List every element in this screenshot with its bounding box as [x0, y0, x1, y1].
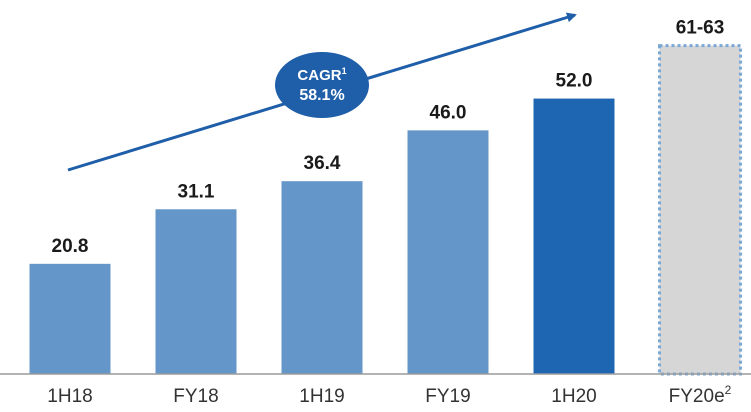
bar-fy20e — [658, 44, 742, 376]
category-label-fy19: FY19 — [425, 386, 470, 407]
value-label-fy19: 46.0 — [430, 102, 467, 123]
category-label-1h18: 1H18 — [47, 386, 92, 407]
value-label-1h19: 36.4 — [304, 153, 341, 174]
category-labels-group: 1H18 FY18 1H19 FY19 1H20 FY20e2 — [47, 383, 731, 407]
bar-1h19 — [281, 181, 363, 374]
value-labels-group: 20.8 31.1 36.4 46.0 52.0 61-63 — [52, 18, 725, 257]
cagr-value: 58.1% — [299, 87, 344, 104]
category-label-fy18: FY18 — [173, 386, 218, 407]
value-label-fy20e: 61-63 — [676, 18, 725, 39]
value-label-1h18: 20.8 — [52, 236, 89, 257]
bar-1h18 — [29, 263, 111, 374]
category-label-1h20: 1H20 — [551, 386, 596, 407]
cagr-ellipse — [275, 52, 369, 118]
bars-group — [29, 44, 742, 376]
cagr-badge: CAGR1 58.1% — [275, 52, 369, 118]
category-label-1h19: 1H19 — [299, 386, 344, 407]
bar-fy18 — [155, 209, 237, 374]
value-label-fy18: 31.1 — [178, 181, 215, 202]
bar-fy19 — [407, 130, 489, 374]
category-label-fy20e: FY20e2 — [669, 383, 732, 407]
value-label-1h20: 52.0 — [556, 71, 593, 92]
cagr-label: CAGR1 — [297, 66, 346, 84]
bar-1h20 — [533, 98, 615, 374]
